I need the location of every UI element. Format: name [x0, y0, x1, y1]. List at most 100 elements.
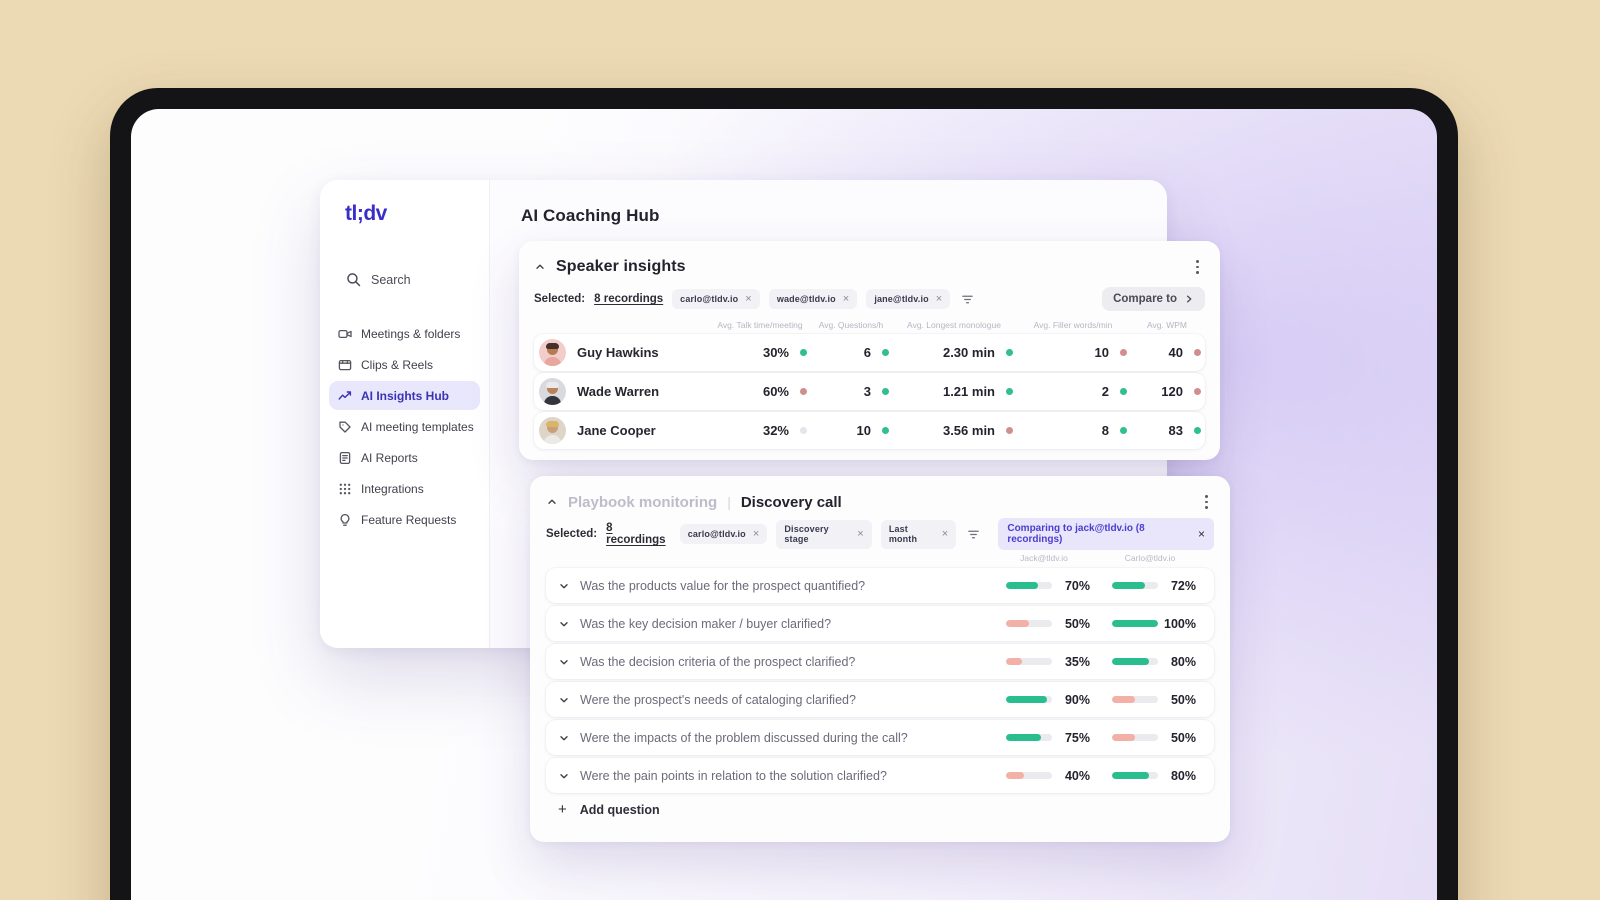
sidebar: tl;dv Search Meetings & folders: [320, 180, 490, 648]
chevron-down-icon[interactable]: [558, 656, 570, 668]
sidebar-item-clips-reels[interactable]: Clips & Reels: [329, 350, 480, 379]
chip-label: Last month: [888, 524, 918, 544]
column-header: Carlo@tldv.io: [1124, 552, 1176, 563]
sidebar-item-label: AI meeting templates: [361, 419, 474, 434]
percent-value: 100%: [1164, 616, 1196, 631]
chip-label: Discovery stage: [784, 524, 829, 544]
metric-value: 120: [1161, 384, 1183, 399]
template-tag-icon: [338, 420, 352, 434]
speaker-row[interactable]: Guy Hawkins 30% 6 2.30 min 10 40: [534, 334, 1205, 371]
progress-bar: [1006, 658, 1052, 665]
laptop-bezel: tl;dv Search Meetings & folders: [110, 88, 1458, 900]
metric-value: 40: [1168, 345, 1183, 360]
metric-value: 60%: [762, 384, 789, 399]
sidebar-item-ai-reports[interactable]: AI Reports: [329, 443, 480, 472]
sidebar-item-label: Clips & Reels: [361, 357, 434, 372]
chevron-down-icon[interactable]: [558, 770, 570, 782]
collapse-chevron-up-icon[interactable]: [546, 496, 558, 508]
sidebar-item-ai-insights-hub[interactable]: AI Insights Hub: [329, 381, 480, 410]
percent-value: 75%: [1064, 730, 1090, 745]
question-row[interactable]: Was the key decision maker / buyer clari…: [546, 606, 1214, 641]
close-icon[interactable]: ×: [941, 527, 949, 540]
status-dot: [800, 349, 807, 356]
metric-value: 1.21 min: [942, 384, 995, 399]
chip-label: wade@tldv.io: [776, 294, 836, 304]
close-icon[interactable]: ×: [752, 527, 760, 540]
playbook-panel-header: Playbook monitoring | Discovery call: [546, 489, 1214, 515]
playbook-column-headers: Jack@tldv.io Carlo@tldv.io: [546, 550, 1214, 565]
progress-bar: [1006, 734, 1052, 741]
search-label: Search: [371, 272, 411, 287]
search-input[interactable]: Search: [320, 272, 489, 287]
compare-to-button[interactable]: Compare to: [1102, 287, 1205, 311]
close-icon[interactable]: ×: [745, 292, 752, 305]
question-text: Was the key decision maker / buyer clari…: [580, 616, 832, 631]
close-icon[interactable]: ×: [935, 292, 943, 305]
add-question-button[interactable]: + Add question: [546, 802, 1214, 817]
kebab-menu-icon[interactable]: [1199, 491, 1214, 512]
progress-bar: [1112, 734, 1158, 741]
question-text: Were the pain points in relation to the …: [580, 768, 887, 783]
metric-value: 3: [863, 384, 871, 399]
video-camera-icon: [338, 327, 352, 341]
percent-value: 90%: [1064, 692, 1090, 707]
metric-value: 83: [1168, 423, 1183, 438]
sidebar-item-meetings-folders[interactable]: Meetings & folders: [329, 319, 480, 348]
progress-bar: [1112, 658, 1158, 665]
question-row[interactable]: Were the pain points in relation to the …: [546, 758, 1214, 793]
progress-bar: [1006, 772, 1052, 779]
chip-label: carlo@tldv.io: [687, 529, 746, 539]
sidebar-item-ai-meeting-templates[interactable]: AI meeting templates: [329, 412, 480, 441]
speaker-row[interactable]: Jane Cooper 32% 10 3.56 min 8 83: [534, 412, 1205, 449]
page-title: AI Coaching Hub: [521, 206, 660, 225]
close-icon[interactable]: ×: [842, 292, 850, 305]
status-dot: [1006, 388, 1013, 395]
speaker-row[interactable]: Wade Warren 60% 3 1.21 min 2 120: [534, 373, 1205, 410]
status-dot: [882, 388, 889, 395]
question-row[interactable]: Was the products value for the prospect …: [546, 568, 1214, 603]
metric-value: 3.56 min: [942, 423, 995, 438]
comparing-to-chip[interactable]: Comparing to jack@tldv.io (8 recordings)…: [998, 518, 1214, 550]
avatar: [539, 339, 566, 366]
recordings-count-link[interactable]: 8 recordings: [606, 522, 666, 546]
filter-chip-wade[interactable]: wade@tldv.io ×: [768, 289, 858, 309]
chevron-down-icon[interactable]: [558, 732, 570, 744]
chevron-down-icon[interactable]: [558, 694, 570, 706]
comparing-to-label: Comparing to jack@tldv.io (8 recordings): [1007, 523, 1145, 545]
status-dot: [1194, 427, 1201, 434]
filter-chip-carlo[interactable]: carlo@tldv.io ×: [672, 289, 760, 309]
filter-icon[interactable]: [967, 528, 980, 541]
filter-chip-carlo[interactable]: carlo@tldv.io ×: [679, 524, 768, 544]
tldv-logo: tl;dv: [345, 202, 387, 225]
recordings-count-link[interactable]: 8 recordings: [594, 293, 664, 305]
sidebar-item-label: AI Insights Hub: [361, 388, 449, 403]
film-clip-icon: [338, 358, 352, 372]
sidebar-item-integrations[interactable]: Integrations: [329, 474, 480, 503]
question-row[interactable]: Were the impacts of the problem discusse…: [546, 720, 1214, 755]
avatar: [539, 378, 566, 405]
kebab-menu-icon[interactable]: [1190, 256, 1205, 277]
chevron-down-icon[interactable]: [558, 618, 570, 630]
close-icon[interactable]: ×: [1197, 527, 1205, 541]
status-dot: [882, 349, 889, 356]
report-document-icon: [338, 451, 352, 465]
filter-chip-last-month[interactable]: Last month ×: [880, 519, 957, 549]
percent-value: 50%: [1064, 616, 1090, 631]
filter-icon[interactable]: [961, 293, 974, 306]
metric-value: 30%: [762, 345, 789, 360]
filter-chip-jane[interactable]: jane@tldv.io ×: [866, 289, 951, 309]
sidebar-item-label: Integrations: [361, 481, 424, 496]
close-icon[interactable]: ×: [857, 527, 864, 540]
chevron-down-icon[interactable]: [558, 580, 570, 592]
percent-value: 72%: [1170, 578, 1196, 593]
sidebar-item-feature-requests[interactable]: Feature Requests: [329, 505, 480, 534]
filter-chip-discovery-stage[interactable]: Discovery stage ×: [776, 519, 872, 549]
collapse-chevron-up-icon[interactable]: [534, 261, 546, 273]
grid-dots-icon: [338, 482, 352, 496]
status-dot: [1120, 349, 1127, 356]
question-row[interactable]: Were the prospect's needs of cataloging …: [546, 682, 1214, 717]
question-row[interactable]: Was the decision criteria of the prospec…: [546, 644, 1214, 679]
sidebar-item-label: AI Reports: [361, 450, 418, 465]
status-dot: [1006, 349, 1013, 356]
